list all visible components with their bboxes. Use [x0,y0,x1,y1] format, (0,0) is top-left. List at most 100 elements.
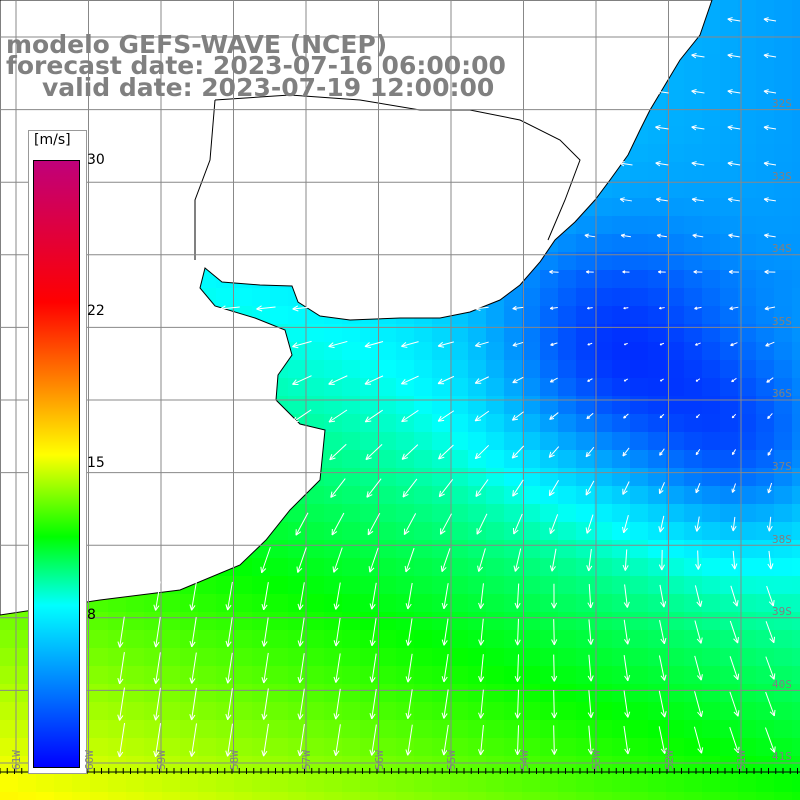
wind-arrow [261,582,269,611]
wind-arrow [404,547,415,573]
wind-arrow [225,617,233,647]
wind-speed-cell [576,576,595,595]
wind-speed-cell [486,738,505,757]
wind-speed-cell [792,180,800,199]
wind-speed-cell [702,522,721,541]
wind-speed-cell [378,360,397,379]
wind-speed-cell [666,558,685,577]
wind-speed-cell [324,486,343,505]
wind-speed-cell [126,684,145,703]
wind-arrow [655,88,669,95]
wind-speed-cell [774,396,793,415]
wind-speed-cell [792,360,800,379]
wind-arrow [333,688,341,720]
wind-speed-cell [756,702,775,721]
wind-speed-cell [216,612,235,631]
wind-arrow [691,125,705,131]
wind-speed-cell [396,666,415,685]
wind-arrow [659,306,665,310]
wind-speed-cell [792,630,800,649]
longitude-label: 61W [10,750,23,770]
wind-speed-cell [396,522,415,541]
wind-speed-cell [324,378,343,397]
wind-speed-cell [792,144,800,163]
wind-speed-cell [342,720,361,739]
wind-speed-cell [342,378,361,397]
wind-speed-cell [720,162,739,181]
wind-speed-cell [378,774,397,793]
wind-arrow [551,654,558,682]
wind-speed-cell [270,702,289,721]
wind-speed-cell [702,486,721,505]
wind-arrow [511,445,525,459]
wind-speed-cell [306,342,325,361]
wind-speed-cell [360,414,379,433]
wind-speed-cell [522,540,541,559]
wind-speed-cell [504,756,523,775]
wind-speed-cell [180,648,199,667]
wind-speed-cell [774,774,793,793]
wind-speed-cell [540,558,559,577]
wind-speed-cell [558,432,577,451]
wind-speed-cell [594,252,613,271]
wind-arrow [261,723,269,757]
wind-speed-cell [630,144,649,163]
wind-speed-cell [756,432,775,451]
wind-arrow [475,479,489,497]
wind-speed-cell [288,756,307,775]
wind-speed-cell [468,612,487,631]
wind-speed-cell [648,612,667,631]
wind-speed-cell [216,702,235,721]
wind-arrow [658,270,666,274]
wind-speed-cell [468,504,487,523]
wind-speed-cell [684,324,703,343]
wind-speed-cell [792,720,800,739]
wind-arrow [153,652,161,684]
wind-speed-cell [396,432,415,451]
wind-speed-cell [450,702,469,721]
wind-speed-cell [396,378,415,397]
wind-speed-cell [774,666,793,685]
wind-speed-cell [630,702,649,721]
wind-speed-cell [576,252,595,271]
wind-arrow [585,446,595,458]
wind-speed-cell [432,522,451,541]
wind-speed-cell [414,360,433,379]
wind-speed-cell [576,594,595,613]
wind-speed-cell [720,702,739,721]
wind-speed-cell [108,612,127,631]
wind-speed-cell [270,288,289,307]
wind-speed-cell [450,468,469,487]
wind-speed-cell [306,702,325,721]
wind-speed-cell [432,540,451,559]
wind-speed-cell [684,90,703,109]
wind-speed-cell [468,684,487,703]
wind-arrow [729,691,740,717]
wind-speed-cell [738,36,757,55]
wind-speed-cell [720,234,739,253]
wind-speed-cell [216,720,235,739]
wind-arrows [117,17,777,758]
wind-speed-cell [720,576,739,595]
wind-speed-cell [594,558,613,577]
wind-speed-cell [360,684,379,703]
wind-speed-cell [576,702,595,721]
colorbar-tick: 15 [87,455,105,471]
wind-speed-cell [666,216,685,235]
wind-arrow [256,305,276,312]
wind-speed-cell [450,630,469,649]
wind-speed-cell [90,792,109,800]
wind-arrow [328,409,348,423]
wind-speed-cell [774,684,793,703]
wind-speed-cell [792,108,800,127]
wind-arrow [731,449,737,456]
wind-arrow [117,652,125,685]
wind-speed-cell [468,540,487,559]
wind-speed-cell [792,648,800,667]
wind-speed-cell [270,648,289,667]
wind-speed-cell [792,504,800,523]
wind-speed-cell [594,576,613,595]
wind-speed-cell [738,90,757,109]
wind-arrow [439,513,452,535]
wind-speed-cell [738,234,757,253]
